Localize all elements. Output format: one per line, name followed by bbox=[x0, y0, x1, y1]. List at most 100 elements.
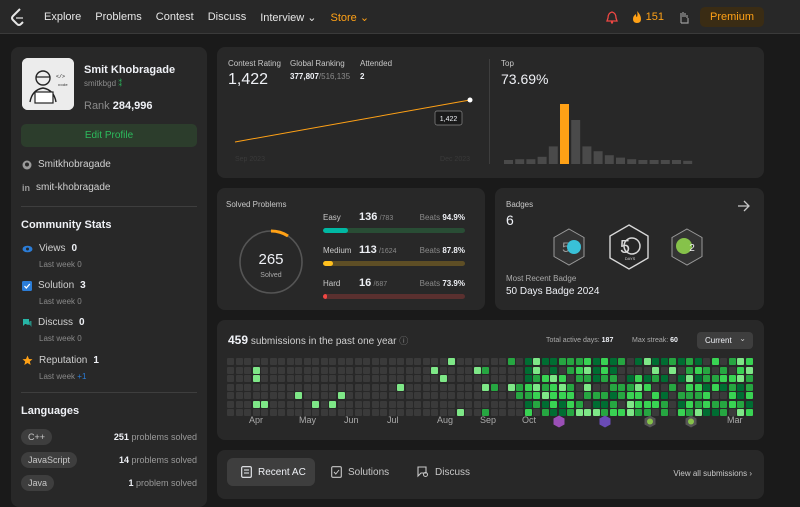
heatmap-day-cell[interactable] bbox=[550, 392, 557, 399]
histogram-bar[interactable] bbox=[571, 120, 581, 164]
heatmap-day-cell[interactable] bbox=[626, 392, 634, 399]
heatmap-day-cell[interactable] bbox=[363, 358, 370, 365]
heatmap-day-cell[interactable] bbox=[601, 409, 608, 416]
heatmap-day-cell[interactable] bbox=[422, 383, 430, 391]
histogram-bar[interactable] bbox=[649, 160, 659, 164]
heatmap-day-cell[interactable] bbox=[737, 383, 744, 391]
heatmap-day-cell[interactable] bbox=[431, 383, 438, 391]
heatmap-day-cell[interactable] bbox=[439, 392, 447, 399]
heatmap-day-cell[interactable] bbox=[312, 383, 319, 391]
heatmap-day-cell[interactable] bbox=[465, 409, 472, 416]
heatmap-day-cell[interactable] bbox=[354, 400, 362, 408]
heatmap-day-cell[interactable] bbox=[575, 400, 583, 408]
heatmap-day-cell[interactable] bbox=[244, 375, 251, 382]
heatmap-day-cell[interactable] bbox=[380, 383, 387, 391]
heatmap-day-cell[interactable] bbox=[235, 358, 243, 365]
heatmap-day-cell[interactable] bbox=[601, 366, 608, 374]
heatmap-day-cell[interactable] bbox=[499, 400, 506, 408]
heatmap-day-cell[interactable] bbox=[465, 400, 472, 408]
heatmap-day-cell[interactable] bbox=[507, 366, 515, 374]
heatmap-day-cell[interactable] bbox=[677, 375, 685, 382]
heatmap-day-cell[interactable] bbox=[490, 392, 498, 399]
heatmap-day-cell[interactable] bbox=[660, 383, 668, 391]
heatmap-day-cell[interactable] bbox=[507, 358, 515, 365]
heatmap-day-cell[interactable] bbox=[609, 383, 617, 391]
heatmap-day-cell[interactable] bbox=[550, 409, 557, 416]
heatmap-day-cell[interactable] bbox=[618, 409, 625, 416]
edit-profile-button[interactable]: Edit Profile bbox=[21, 124, 197, 147]
heatmap-day-cell[interactable] bbox=[312, 409, 319, 416]
heatmap-day-cell[interactable] bbox=[575, 392, 583, 399]
heatmap-day-cell[interactable] bbox=[482, 400, 489, 408]
heatmap-day-cell[interactable] bbox=[414, 409, 421, 416]
heatmap-day-cell[interactable] bbox=[694, 409, 702, 416]
heatmap-day-cell[interactable] bbox=[694, 383, 702, 391]
heatmap-day-cell[interactable] bbox=[295, 400, 302, 408]
heatmap-day-cell[interactable] bbox=[677, 400, 685, 408]
heatmap-day-cell[interactable] bbox=[499, 392, 506, 399]
heatmap-day-cell[interactable] bbox=[286, 409, 294, 416]
heatmap-day-cell[interactable] bbox=[652, 383, 659, 391]
heatmap-day-cell[interactable] bbox=[609, 375, 617, 382]
heatmap-day-cell[interactable] bbox=[516, 358, 523, 365]
heatmap-day-cell[interactable] bbox=[439, 375, 447, 382]
heatmap-day-cell[interactable] bbox=[745, 409, 753, 416]
50-days-badge-2024-icon[interactable]: 5 DAYS bbox=[608, 224, 650, 270]
heatmap-day-cell[interactable] bbox=[261, 366, 268, 374]
heatmap-day-cell[interactable] bbox=[626, 358, 634, 365]
heatmap-day-cell[interactable] bbox=[363, 383, 370, 391]
heatmap-day-cell[interactable] bbox=[329, 366, 336, 374]
heatmap-day-cell[interactable] bbox=[261, 375, 268, 382]
heatmap-day-cell[interactable] bbox=[422, 358, 430, 365]
heatmap-day-cell[interactable] bbox=[601, 375, 608, 382]
heatmap-day-cell[interactable] bbox=[550, 366, 557, 374]
heatmap-day-cell[interactable] bbox=[448, 366, 455, 374]
heatmap-day-cell[interactable] bbox=[371, 366, 379, 374]
heatmap-day-cell[interactable] bbox=[269, 383, 277, 391]
heatmap-day-cell[interactable] bbox=[567, 383, 574, 391]
heatmap-day-cell[interactable] bbox=[490, 358, 498, 365]
heatmap-day-cell[interactable] bbox=[720, 409, 727, 416]
heatmap-day-cell[interactable] bbox=[728, 400, 736, 408]
heatmap-day-cell[interactable] bbox=[601, 392, 608, 399]
heatmap-day-cell[interactable] bbox=[635, 358, 642, 365]
heatmap-day-cell[interactable] bbox=[728, 366, 736, 374]
heatmap-day-cell[interactable] bbox=[567, 409, 574, 416]
heatmap-day-cell[interactable] bbox=[516, 400, 523, 408]
heatmap-day-cell[interactable] bbox=[448, 358, 455, 365]
heatmap-day-cell[interactable] bbox=[312, 400, 319, 408]
heatmap-day-cell[interactable] bbox=[686, 392, 693, 399]
heatmap-day-cell[interactable] bbox=[635, 383, 642, 391]
heatmap-day-cell[interactable] bbox=[694, 366, 702, 374]
heatmap-day-cell[interactable] bbox=[363, 366, 370, 374]
heatmap-day-cell[interactable] bbox=[652, 400, 659, 408]
heatmap-day-cell[interactable] bbox=[618, 375, 625, 382]
heatmap-day-cell[interactable] bbox=[235, 366, 243, 374]
histogram-bar[interactable] bbox=[660, 160, 670, 164]
heatmap-day-cell[interactable] bbox=[431, 375, 438, 382]
heatmap-day-cell[interactable] bbox=[533, 358, 540, 365]
heatmap-day-cell[interactable] bbox=[686, 375, 693, 382]
heatmap-day-cell[interactable] bbox=[516, 383, 523, 391]
heatmap-day-cell[interactable] bbox=[677, 409, 685, 416]
heatmap-day-cell[interactable] bbox=[737, 358, 744, 365]
heatmap-day-cell[interactable] bbox=[295, 409, 302, 416]
heatmap-day-cell[interactable] bbox=[618, 366, 625, 374]
heatmap-day-cell[interactable] bbox=[397, 375, 404, 382]
heatmap-day-cell[interactable] bbox=[507, 392, 515, 399]
heatmap-day-cell[interactable] bbox=[618, 383, 625, 391]
heatmap-day-cell[interactable] bbox=[575, 383, 583, 391]
heatmap-day-cell[interactable] bbox=[584, 366, 591, 374]
heatmap-day-cell[interactable] bbox=[227, 358, 234, 365]
heatmap-day-cell[interactable] bbox=[397, 358, 404, 365]
heatmap-day-cell[interactable] bbox=[346, 358, 353, 365]
heatmap-day-cell[interactable] bbox=[635, 375, 642, 382]
heatmap-day-cell[interactable] bbox=[660, 392, 668, 399]
heatmap-day-cell[interactable] bbox=[524, 375, 532, 382]
heatmap-day-cell[interactable] bbox=[363, 375, 370, 382]
heatmap-day-cell[interactable] bbox=[295, 358, 302, 365]
heatmap-day-cell[interactable] bbox=[609, 409, 617, 416]
premium-button[interactable]: Premium bbox=[699, 7, 764, 27]
heatmap-day-cell[interactable] bbox=[652, 366, 659, 374]
heatmap-day-cell[interactable] bbox=[669, 375, 676, 382]
